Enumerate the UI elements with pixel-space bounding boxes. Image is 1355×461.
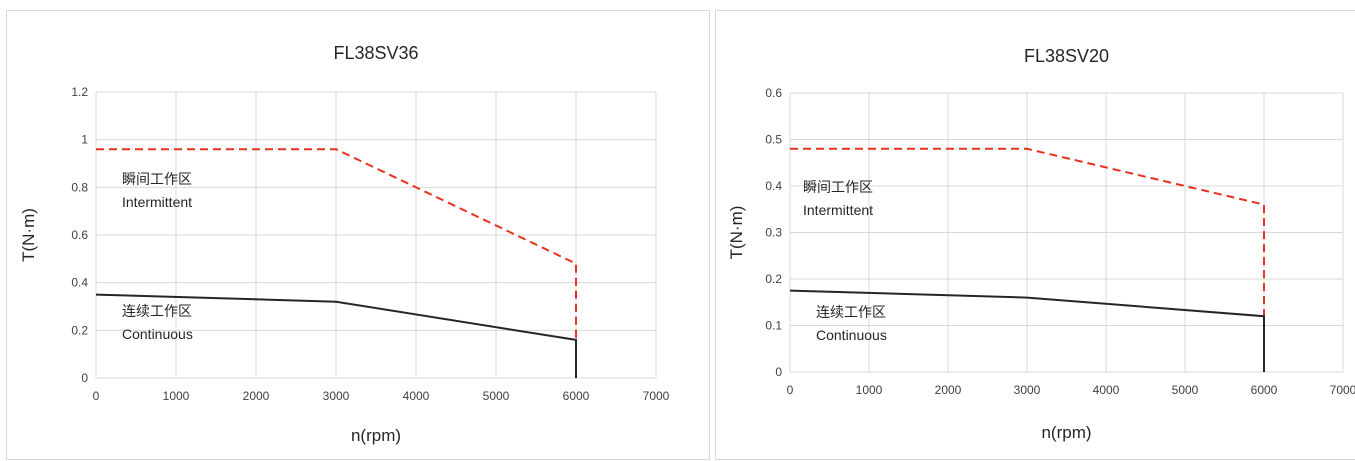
x-tick-label: 4000 (1093, 383, 1120, 397)
x-axis-label: n(rpm) (1041, 423, 1091, 442)
x-tick-label: 0 (787, 383, 794, 397)
x-tick-label: 7000 (1330, 383, 1355, 397)
region-label-zh: 连续工作区 (122, 303, 192, 319)
y-tick-label: 0 (81, 371, 88, 385)
y-tick-label: 0.2 (765, 272, 782, 286)
x-tick-label: 2000 (243, 389, 270, 403)
x-tick-label: 3000 (1014, 383, 1041, 397)
continuous-series-line (789, 289, 1265, 372)
y-tick-label: 1 (81, 133, 88, 147)
y-tick-label: 0.6 (71, 228, 88, 242)
y-tick-label: 0.2 (71, 323, 88, 337)
x-tick-label: 1000 (163, 389, 190, 403)
chart-title: FL38SV20 (1024, 46, 1109, 66)
intermittent-series-line (790, 147, 1265, 372)
x-tick-label: 4000 (403, 389, 430, 403)
y-tick-label: 0.5 (765, 133, 782, 147)
x-axis-label: n(rpm) (351, 426, 401, 445)
x-tick-label: 6000 (1251, 383, 1278, 397)
x-tick-label: 0 (93, 389, 100, 403)
chart-panel-fl38sv20: FL38SV20 0 0.1 0.2 0.3 0.4 0.5 0.6 0 1000 2000 3000… (715, 10, 1355, 460)
y-tick-label: 0.4 (765, 179, 782, 193)
region-label-en: Intermittent (122, 194, 192, 210)
chart-title: FL38SV36 (333, 43, 418, 63)
y-axis-label: T(N·m) (19, 208, 38, 262)
x-tick-label: 2000 (935, 383, 962, 397)
region-label-zh: 连续工作区 (816, 304, 886, 320)
region-label-zh: 瞬间工作区 (122, 171, 192, 187)
x-tick-label: 5000 (1172, 383, 1199, 397)
x-tick-label: 3000 (323, 389, 350, 403)
region-label-en: Continuous (122, 326, 193, 342)
region-label-en: Intermittent (803, 202, 873, 218)
torque-speed-chart-fl38sv20: FL38SV20 0 0.1 0.2 0.3 0.4 0.5 0.6 0 1000 2000 3000… (727, 46, 1355, 442)
x-tick-label: 5000 (483, 389, 510, 403)
y-tick-label: 0.3 (765, 226, 782, 240)
continuous-series-line (95, 293, 577, 378)
x-tick-label: 1000 (856, 383, 883, 397)
y-tick-label: 0.8 (71, 180, 88, 194)
chart-panel-fl38sv36: FL38SV36 0 0.2 0.4 0.6 0.8 1 1.2 0 1000 2000 3000 40… (6, 10, 710, 460)
y-tick-label: 0.1 (765, 319, 782, 333)
region-label-en: Continuous (816, 327, 887, 343)
y-tick-label: 0 (775, 365, 782, 379)
region-label-zh: 瞬间工作区 (803, 179, 873, 195)
y-axis-label: T(N·m) (727, 206, 746, 260)
torque-speed-chart-fl38sv36: FL38SV36 0 0.2 0.4 0.6 0.8 1 1.2 0 1000 2000 3000 40… (19, 43, 670, 445)
y-tick-label: 0.4 (71, 276, 88, 290)
y-tick-label: 1.2 (71, 85, 88, 99)
y-tick-label: 0.6 (765, 86, 782, 100)
x-tick-label: 7000 (643, 389, 670, 403)
intermittent-series-line (96, 148, 577, 378)
x-tick-label: 6000 (563, 389, 590, 403)
